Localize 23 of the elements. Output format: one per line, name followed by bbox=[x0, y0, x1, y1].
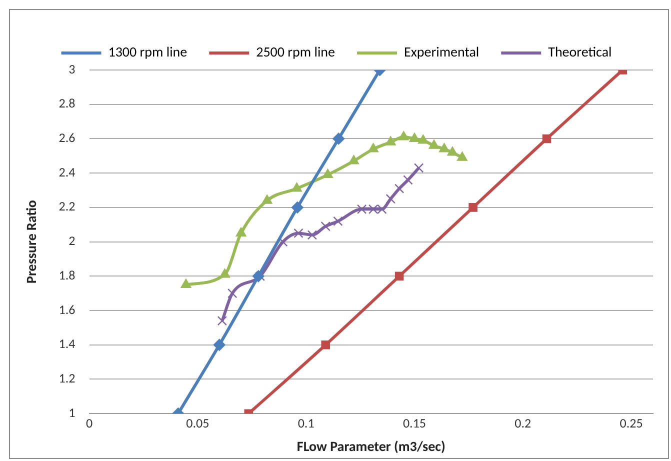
y-tick-label: 1.4 bbox=[58, 337, 76, 352]
y-tick-label: 1 bbox=[68, 406, 76, 421]
x-tick-label: 0.1 bbox=[298, 416, 314, 432]
y-tick-label: 1.6 bbox=[58, 302, 76, 318]
x-axis-title: FLow Parameter (m3/sec) bbox=[296, 438, 446, 456]
y-tick-label: 2.4 bbox=[58, 165, 76, 180]
y-tick-label: 3 bbox=[68, 62, 76, 78]
x-tick-label: 0.25 bbox=[620, 416, 643, 432]
x-tick-label: 0.2 bbox=[514, 416, 532, 432]
y-tick-label: 1.2 bbox=[58, 371, 76, 386]
y-axis-title: Pressure Ratio bbox=[22, 200, 40, 284]
y-tick-label: 1.8 bbox=[58, 268, 76, 284]
x-tick-label: 0.05 bbox=[186, 416, 210, 432]
legend-label: Experimental bbox=[404, 44, 480, 60]
x-tick-label: 0.15 bbox=[402, 416, 426, 432]
y-tick-label: 2.8 bbox=[58, 96, 76, 112]
y-tick-label: 2.2 bbox=[58, 200, 76, 215]
x-tick-label: 0 bbox=[86, 416, 93, 432]
legend-label: Theoretical bbox=[548, 44, 612, 60]
legend-label: 1300 rpm line bbox=[108, 44, 188, 60]
legend-label: 2500 rpm line bbox=[256, 44, 336, 60]
y-tick-label: 2 bbox=[68, 234, 76, 250]
y-tick-label: 2.6 bbox=[58, 130, 76, 146]
